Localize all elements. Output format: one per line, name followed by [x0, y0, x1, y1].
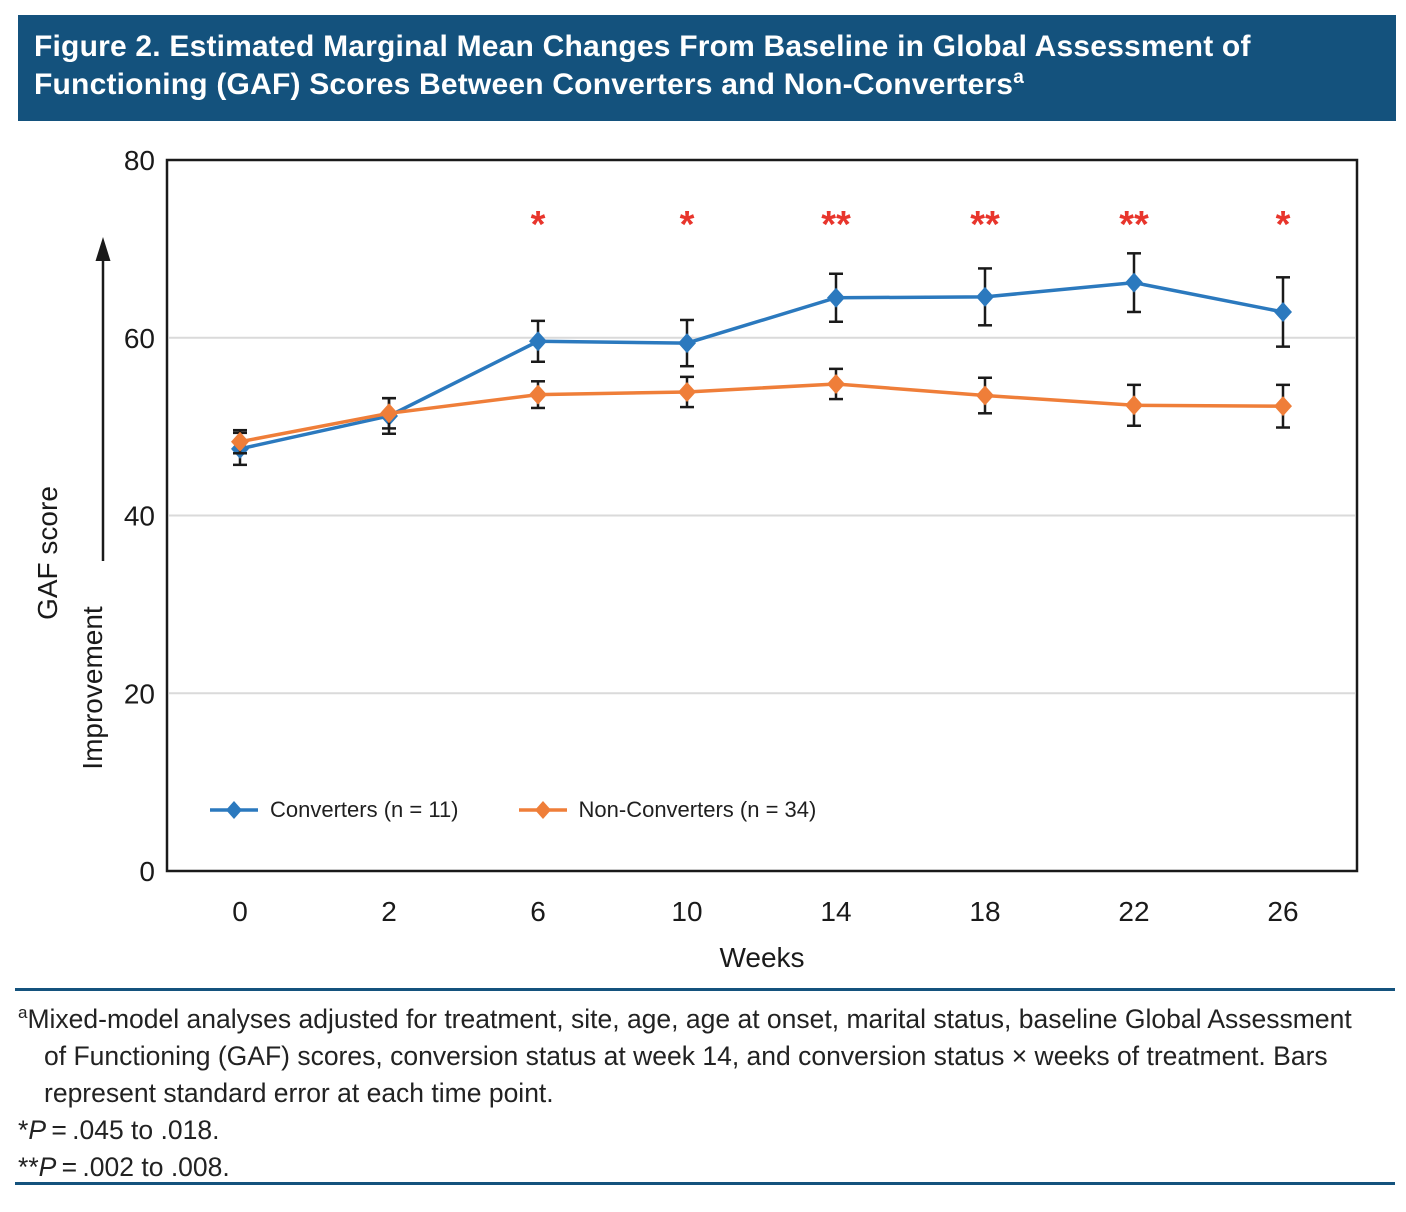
- significance-marker-week-10: *: [680, 204, 695, 246]
- x-tick-label-6: 6: [530, 896, 546, 927]
- figure-title: Figure 2. Estimated Marginal Mean Change…: [34, 28, 1380, 104]
- legend-label-non-converters: Non-Converters (n = 34): [578, 797, 817, 822]
- divider-rule-bottom: [15, 1182, 1395, 1185]
- footnote-double-asterisk: **P = .002 to .008.: [18, 1149, 1358, 1186]
- footnote-star-symbol: *: [18, 1115, 29, 1145]
- chart-legend: Converters (n = 11) Non-Converters (n = …: [208, 797, 816, 823]
- data-point-marker: [678, 381, 696, 402]
- data-point-marker: [678, 333, 696, 354]
- improvement-arrow-head-icon: [95, 237, 111, 261]
- y-tick-label-60: 60: [124, 323, 155, 354]
- figure-title-text: Figure 2. Estimated Marginal Mean Change…: [34, 30, 1251, 101]
- legend-item-converters: Converters (n = 11): [208, 797, 459, 823]
- data-point-marker: [1274, 301, 1292, 322]
- y-axis-label: GAF score: [32, 486, 63, 620]
- data-point-marker: [976, 286, 994, 307]
- y-tick-label-80: 80: [124, 145, 155, 176]
- significance-marker-week-26: *: [1276, 204, 1291, 246]
- series-line-0: [239, 280, 1284, 451]
- data-point-marker: [827, 373, 845, 394]
- footnote-a-text: Mixed-model analyses adjusted for treatm…: [27, 1004, 1352, 1108]
- data-point-marker: [976, 385, 994, 406]
- y-tick-label-40: 40: [124, 501, 155, 532]
- y-tick-label-20: 20: [124, 678, 155, 709]
- data-point-marker: [231, 431, 249, 452]
- footnote-dstar-p: P: [38, 1152, 57, 1182]
- data-point-marker: [529, 384, 547, 405]
- footnote-star-p: P: [28, 1115, 47, 1145]
- x-tick-label-14: 14: [820, 896, 851, 927]
- data-point-marker: [1125, 272, 1143, 293]
- divider-rule-top: [15, 988, 1395, 991]
- footnote-star-value: = .045 to .018.: [46, 1115, 220, 1145]
- x-tick-label-26: 26: [1267, 896, 1298, 927]
- y-axis-label-secondary: Improvement: [77, 606, 108, 770]
- significance-marker-week-18: **: [970, 204, 1000, 246]
- data-point-marker: [1274, 396, 1292, 417]
- x-axis-label: Weeks: [719, 942, 804, 973]
- x-tick-label-2: 2: [381, 896, 397, 927]
- data-point-marker: [380, 403, 398, 424]
- figure-title-superscript: a: [1013, 67, 1024, 88]
- x-tick-label-22: 22: [1118, 896, 1149, 927]
- footnote-dstar-value: = .002 to .008.: [56, 1152, 230, 1182]
- data-point-marker: [827, 287, 845, 308]
- plot-border: [165, 158, 1359, 873]
- legend-item-non-converters: Non-Converters (n = 34): [517, 797, 817, 823]
- x-tick-label-0: 0: [232, 896, 248, 927]
- footnotes: aMixed-model analyses adjusted for treat…: [18, 1001, 1358, 1186]
- x-tick-label-10: 10: [671, 896, 702, 927]
- legend-label-converters: Converters (n = 11): [270, 797, 459, 822]
- non-converters-legend-marker-icon: [518, 801, 567, 819]
- series-line-1: [239, 382, 1284, 444]
- y-tick-label-0: 0: [139, 856, 155, 887]
- data-point-marker: [1125, 395, 1143, 416]
- data-point-marker: [529, 331, 547, 352]
- converters-legend-marker-icon: [210, 801, 258, 819]
- legend-diamond-icon: [534, 801, 551, 819]
- footnote-a: aMixed-model analyses adjusted for treat…: [18, 1001, 1358, 1112]
- footnote-single-asterisk: *P = .045 to .018.: [18, 1112, 1358, 1149]
- legend-diamond-icon: [226, 801, 242, 819]
- x-tick-label-18: 18: [969, 896, 1000, 927]
- significance-marker-week-22: **: [1119, 204, 1149, 246]
- significance-marker-week-6: *: [531, 204, 546, 246]
- footnote-a-superscript: a: [18, 1003, 28, 1023]
- figure-title-bar: Figure 2. Estimated Marginal Mean Change…: [18, 15, 1396, 121]
- footnote-dstar-symbol: **: [18, 1152, 39, 1182]
- chart-area: 0 20 40 60 80 0 2 6 10 14 18 22 26 Weeks GAF score Impr…: [0, 121, 1406, 987]
- significance-marker-week-14: **: [821, 204, 851, 246]
